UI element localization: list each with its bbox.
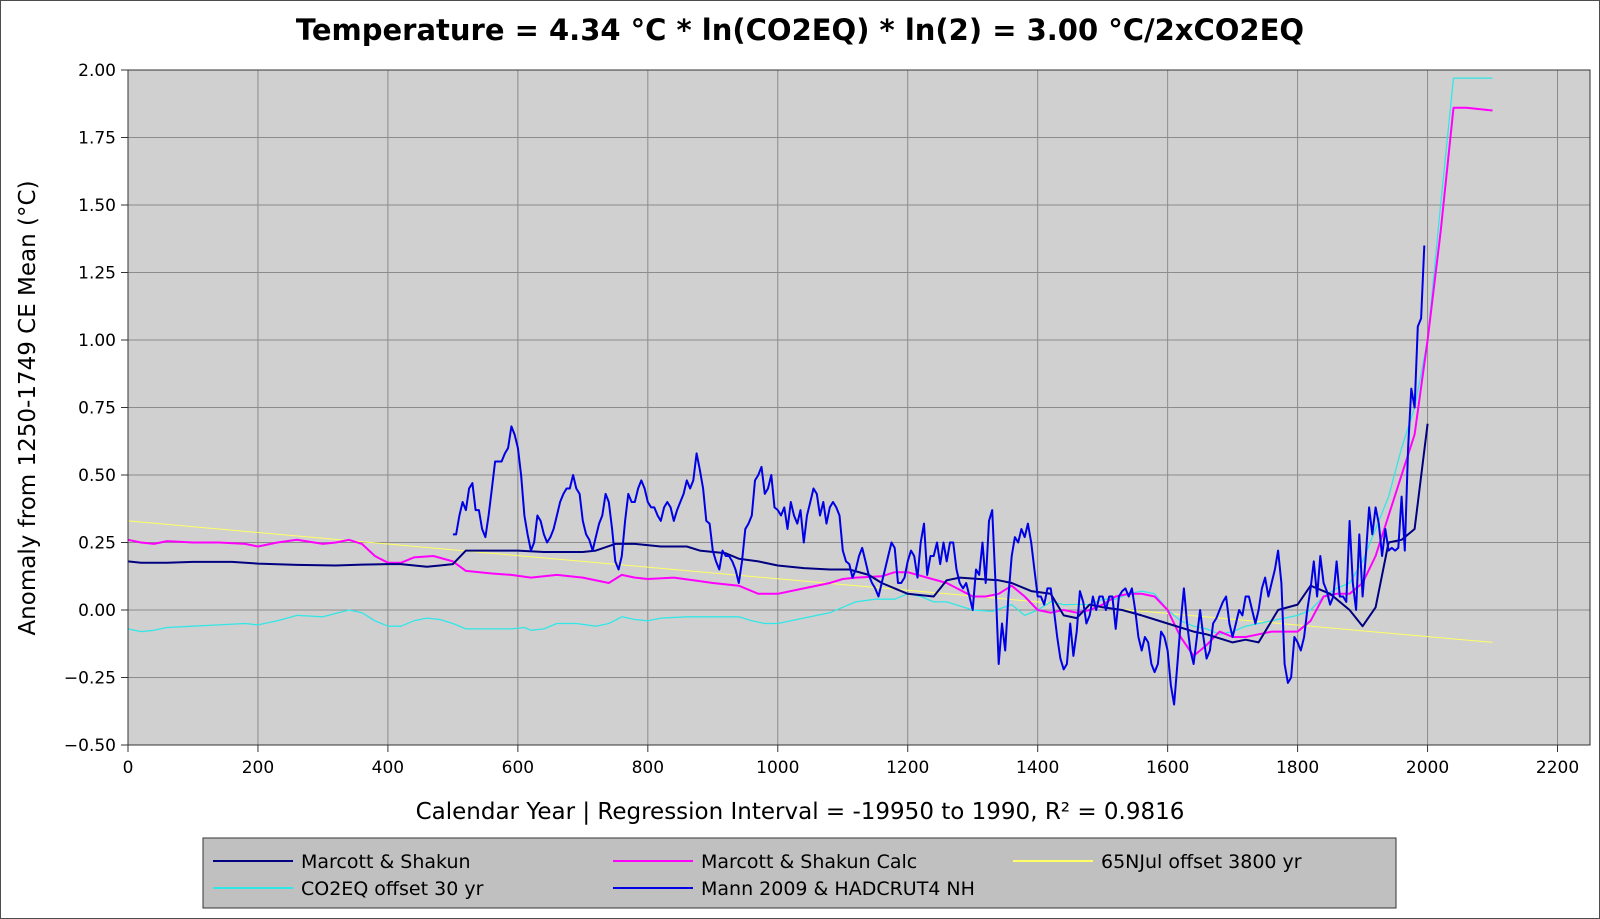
- x-tick-label: 1000: [756, 758, 799, 778]
- x-tick-label: 600: [502, 758, 534, 778]
- x-tick-label: 400: [372, 758, 404, 778]
- x-tick-label: 1800: [1276, 758, 1319, 778]
- x-tick-label: 800: [632, 758, 664, 778]
- tick-marks: [121, 69, 1559, 752]
- x-tick-label: 1600: [1146, 758, 1189, 778]
- x-tick-label: 1400: [1016, 758, 1059, 778]
- x-tick-label: 200: [242, 758, 274, 778]
- x-tick-labels: 0 200 400 600 800 1000 1200 1400 1600 1800 2000 220…: [123, 758, 1580, 778]
- chart-title: Temperature = 4.34 °C * ln(CO2EQ) * ln(2…: [296, 13, 1304, 47]
- series-line-co2eq-offset-30-yr: [127, 77, 1493, 635]
- y-tick-label: 1.25: [78, 264, 116, 284]
- legend-label: Marcott & Shakun: [301, 851, 471, 873]
- y-tick-label: 0.00: [78, 601, 116, 621]
- y-tick-label: −0.25: [64, 669, 116, 689]
- x-tick-label: 2000: [1406, 758, 1449, 778]
- y-tick-label: 2.00: [78, 61, 116, 81]
- x-tick-label: 2200: [1536, 758, 1579, 778]
- y-tick-label: 0.75: [78, 399, 116, 419]
- legend-box: [202, 837, 1397, 909]
- y-tick-labels: −0.50 −0.25 0.00 0.25 0.50 0.75 1.00 1.25 1.50 1.…: [64, 61, 116, 756]
- y-tick-label: 1.75: [78, 129, 116, 149]
- y-tick-label: 0.25: [78, 534, 116, 554]
- y-tick-label: 1.00: [78, 331, 116, 351]
- x-tick-label: 0: [123, 758, 134, 778]
- legend-label: Marcott & Shakun Calc: [701, 851, 917, 873]
- legend-label: Mann 2009 & HADCRUT4 NH: [701, 878, 975, 900]
- y-axis-label: Anomaly from 1250-1749 CE Mean (°C): [15, 180, 41, 635]
- y-tick-label: −0.50: [64, 736, 116, 756]
- x-axis-label: Calendar Year | Regression Interval = -1…: [416, 799, 1185, 825]
- y-tick-label: 1.50: [78, 196, 116, 216]
- series-lines: [127, 77, 1493, 706]
- legend-label: 65NJul offset 3800 yr: [1101, 851, 1302, 873]
- legend-label: CO2EQ offset 30 yr: [301, 878, 484, 900]
- series-line-mann-2009-hadcrut4-nh: [452, 245, 1426, 706]
- y-tick-label: 0.50: [78, 466, 116, 486]
- plot-border: [127, 69, 1591, 746]
- x-tick-label: 1200: [886, 758, 929, 778]
- series-line-marcott-shakun-calc: [127, 106, 1493, 657]
- legend: Marcott & Shakun Marcott & Shakun Calc 65N…: [213, 851, 1302, 900]
